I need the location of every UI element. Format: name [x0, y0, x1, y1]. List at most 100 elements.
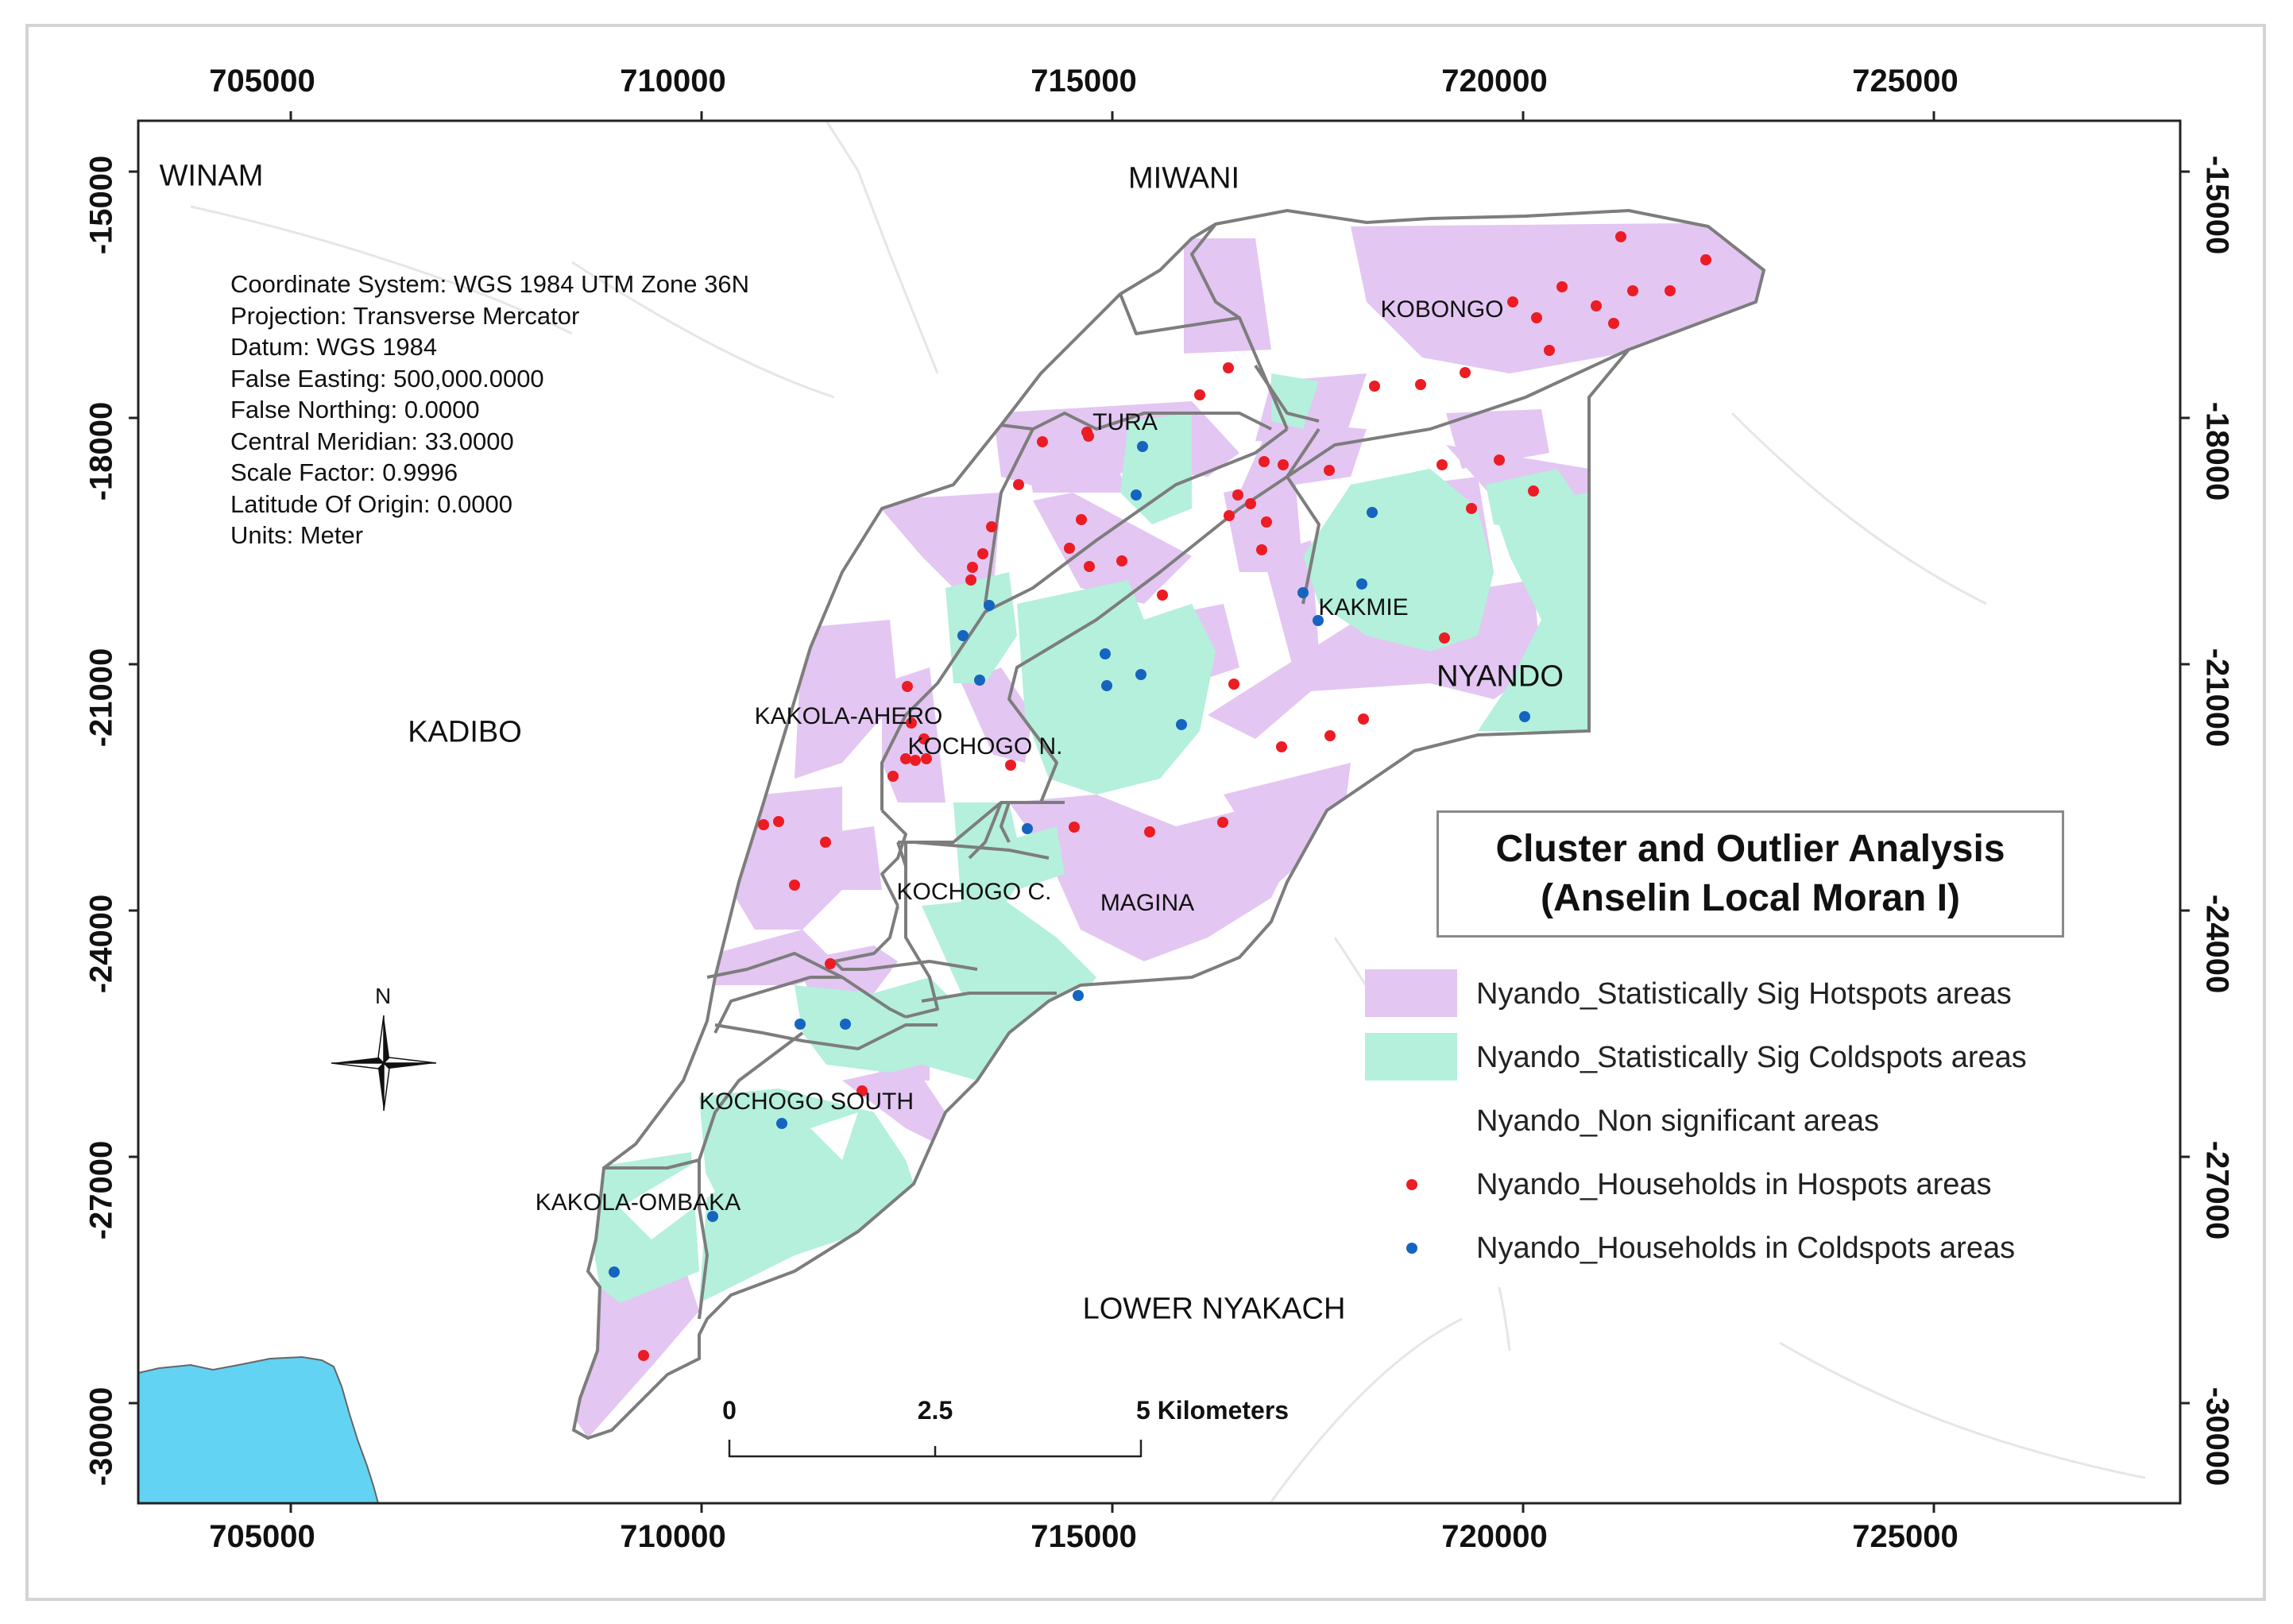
hotspot-household-point[interactable] [1556, 281, 1568, 292]
hotspot-household-point[interactable] [1259, 456, 1270, 467]
hotspot-polygon[interactable] [1025, 437, 1128, 493]
coldspot-polygon[interactable] [1001, 826, 1065, 890]
hotspot-household-point[interactable] [1415, 379, 1426, 390]
hotspot-polygon[interactable] [818, 826, 882, 890]
hotspot-household-point[interactable] [820, 837, 831, 848]
coldspot-household-point[interactable] [1100, 648, 1111, 659]
legend-item-hotspots[interactable]: Nyando_Statistically Sig Hotspots areas [1365, 969, 2086, 1017]
coldspot-household-point[interactable] [974, 675, 985, 686]
hotspot-household-point[interactable] [1544, 345, 1555, 356]
legend-item-hotspot-households[interactable]: Nyando_Households in Hospots areas [1365, 1160, 2086, 1208]
hotspot-households[interactable] [638, 231, 1711, 1361]
coldspot-polygon[interactable] [1271, 373, 1319, 429]
hotspot-household-point[interactable] [789, 880, 800, 891]
hotspot-household-point[interactable] [967, 562, 978, 573]
hotspot-household-point[interactable] [1439, 632, 1450, 644]
hotspot-household-point[interactable] [918, 733, 930, 744]
hotspot-household-point[interactable] [1245, 498, 1256, 509]
coldspot-household-point[interactable] [957, 630, 969, 641]
hotspot-household-point[interactable] [1037, 436, 1048, 447]
hotspot-polygon[interactable] [1184, 238, 1271, 354]
hotspot-household-point[interactable] [965, 574, 976, 586]
coldspot-household-point[interactable] [1137, 441, 1148, 452]
hotspot-household-point[interactable] [910, 755, 921, 766]
hotspot-household-point[interactable] [1223, 362, 1234, 373]
hotspot-household-point[interactable] [900, 753, 911, 764]
hotspot-polygon[interactable] [1033, 493, 1192, 604]
coldspot-household-point[interactable] [1356, 578, 1367, 590]
coldspot-household-point[interactable] [1022, 823, 1033, 834]
coldspot-household-point[interactable] [795, 1019, 806, 1030]
hotspot-household-point[interactable] [1228, 679, 1239, 690]
hotspot-household-point[interactable] [1627, 285, 1638, 296]
legend-item-coldspot-households[interactable]: Nyando_Households in Coldspots areas [1365, 1224, 2086, 1271]
hotspot-household-point[interactable] [1591, 300, 1602, 311]
coldspot-polygon[interactable] [1096, 667, 1160, 763]
coldspot-household-point[interactable] [1073, 990, 1084, 1001]
hotspot-polygon[interactable] [842, 1065, 945, 1144]
coldspot-household-point[interactable] [1519, 711, 1530, 722]
coldspot-household-point[interactable] [1313, 615, 1324, 626]
hotspot-household-point[interactable] [1013, 479, 1024, 490]
coldspot-household-point[interactable] [1176, 719, 1187, 730]
hotspot-household-point[interactable] [1144, 826, 1155, 837]
hotspot-household-point[interactable] [1358, 713, 1369, 725]
hotspot-household-point[interactable] [1665, 285, 1676, 296]
hotspot-household-point[interactable] [1194, 389, 1205, 400]
hotspot-household-point[interactable] [1084, 561, 1095, 572]
legend-item-non-significant[interactable]: Nyando_Non significant areas [1365, 1096, 2086, 1144]
hotspot-polygon[interactable] [961, 667, 1033, 763]
hotspot-household-point[interactable] [906, 717, 917, 729]
hotspot-household-point[interactable] [1064, 543, 1075, 554]
hotspot-polygon[interactable] [1263, 540, 1319, 675]
hotspot-household-point[interactable] [856, 1085, 868, 1096]
coldspot-polygon[interactable] [945, 572, 1017, 683]
hotspot-household-point[interactable] [1700, 254, 1711, 265]
hotspot-polygon[interactable] [882, 667, 945, 802]
hotspot-household-point[interactable] [1005, 760, 1016, 771]
hotspot-household-point[interactable] [1224, 510, 1235, 521]
hotspot-household-point[interactable] [1615, 231, 1626, 242]
hotspot-household-point[interactable] [1217, 817, 1228, 828]
coldspot-household-point[interactable] [1135, 669, 1146, 680]
coldspot-household-point[interactable] [984, 600, 995, 611]
coldspot-polygon[interactable] [699, 1088, 922, 1303]
hotspot-household-point[interactable] [887, 771, 899, 782]
coldspot-household-point[interactable] [1131, 489, 1142, 501]
hotspot-household-point[interactable] [921, 753, 932, 764]
hotspot-household-point[interactable] [638, 1350, 649, 1361]
hotspot-polygon[interactable] [572, 1263, 699, 1438]
hotspot-household-point[interactable] [1507, 296, 1518, 307]
coldspot-polygon[interactable] [953, 802, 1025, 922]
hotspot-household-point[interactable] [1261, 516, 1272, 528]
hotspot-household-point[interactable] [1069, 822, 1080, 833]
coldspot-household-point[interactable] [776, 1118, 787, 1129]
hotspot-household-point[interactable] [986, 521, 997, 532]
hotspot-household-point[interactable] [1369, 381, 1380, 392]
hotspot-household-point[interactable] [1608, 318, 1619, 329]
hotspot-household-point[interactable] [1324, 730, 1336, 741]
coldspot-household-point[interactable] [1297, 587, 1309, 598]
hotspot-household-point[interactable] [1256, 544, 1267, 555]
hotspot-household-point[interactable] [773, 816, 784, 827]
hotspot-household-point[interactable] [1466, 503, 1477, 514]
hotspot-household-point[interactable] [1437, 459, 1448, 470]
hotspot-polygon[interactable] [1351, 222, 1764, 373]
hotspot-household-point[interactable] [1278, 459, 1289, 470]
coldspot-household-point[interactable] [609, 1266, 620, 1278]
hotspot-household-point[interactable] [758, 819, 769, 830]
hotspot-household-point[interactable] [1324, 465, 1335, 476]
hotspot-household-point[interactable] [1083, 431, 1094, 442]
coldspot-polygon[interactable] [1001, 977, 1081, 1033]
coldspot-polygon[interactable] [1303, 469, 1494, 652]
hotspot-polygon[interactable] [795, 620, 898, 779]
coldspot-household-point[interactable] [840, 1019, 851, 1030]
hotspot-household-point[interactable] [1494, 454, 1505, 466]
hotspot-household-point[interactable] [1076, 514, 1087, 525]
coldspot-household-point[interactable] [1101, 680, 1112, 691]
coldspot-household-point[interactable] [707, 1211, 718, 1222]
hotspot-household-point[interactable] [977, 548, 988, 559]
coldspot-polygon[interactable] [1478, 493, 1589, 731]
hotspot-household-point[interactable] [1276, 741, 1287, 752]
